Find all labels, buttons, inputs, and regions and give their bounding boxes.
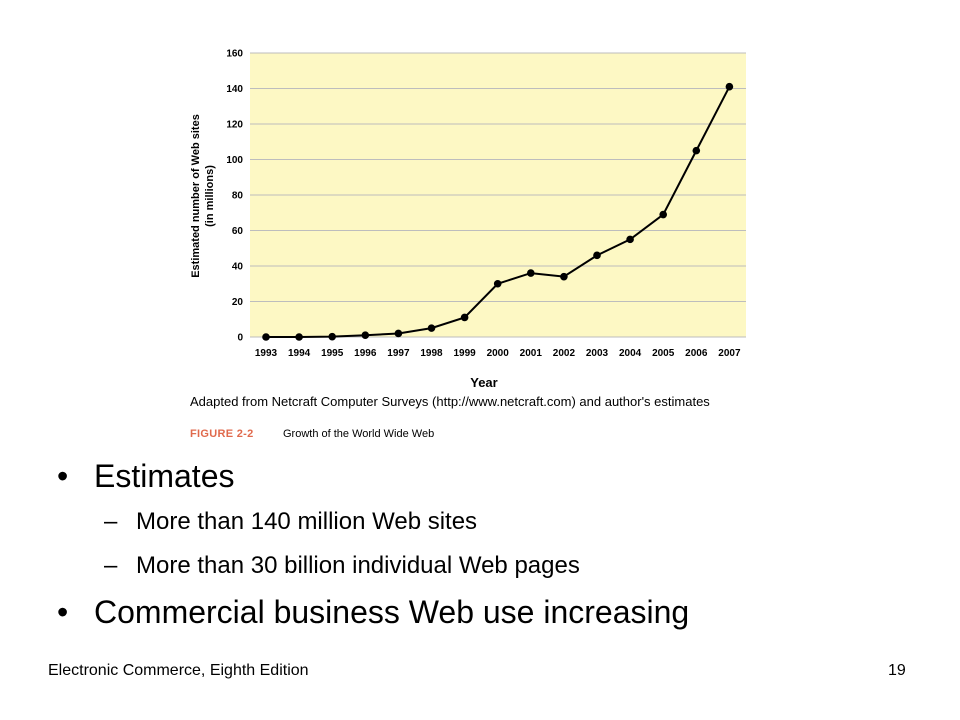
figure-source: Adapted from Netcraft Computer Surveys (… — [190, 394, 710, 409]
y-tick-label: 160 — [226, 49, 243, 60]
footer-book-title: Electronic Commerce, Eighth Edition — [48, 662, 309, 679]
data-point-2000 — [493, 279, 502, 288]
data-point-1993 — [262, 333, 270, 341]
x-tick-label: 2000 — [487, 348, 510, 359]
y-axis-ticks: 0 20 40 60 80 100 120 140 160 — [226, 49, 243, 344]
x-tick-label: 2007 — [718, 348, 741, 359]
sub-bullet-web-pages: – More than 30 billion individual Web pa… — [57, 544, 937, 588]
x-tick-label: 1995 — [321, 348, 344, 359]
x-tick-label: 2002 — [553, 348, 576, 359]
y-tick-label: 140 — [226, 84, 243, 95]
data-points — [262, 82, 734, 341]
data-point-2005 — [659, 210, 667, 219]
bullet-text: Commercial business Web use increasing — [94, 594, 690, 630]
bullet-dot: • — [57, 458, 69, 494]
x-tick-label: 1993 — [255, 348, 278, 359]
y-tick-label: 0 — [237, 333, 243, 344]
data-point-1995 — [328, 332, 337, 341]
y-tick-label: 40 — [232, 262, 244, 273]
bullet-list: • Estimates – More than 140 million Web … — [57, 452, 937, 636]
sub-bullet-text: More than 140 million Web sites — [136, 508, 478, 535]
data-point-2001 — [527, 269, 535, 277]
y-axis-label-line1: Estimated number of Web sites — [190, 114, 202, 278]
bullet-text: Estimates — [94, 458, 235, 494]
data-point-2007 — [725, 82, 734, 91]
sub-bullet-dash: – — [104, 552, 118, 579]
y-axis-label-line2: (in millions) — [204, 165, 216, 227]
sub-bullet-web-sites: – More than 140 million Web sites — [57, 500, 937, 544]
sub-bullet-text: More than 30 billion individual Web page… — [136, 552, 580, 579]
x-axis-ticks: 1993 1994 1995 1996 1997 1998 1999 2000 2001 2002… — [255, 348, 741, 359]
data-point-2004 — [626, 235, 634, 244]
bullet-dot: • — [57, 594, 69, 630]
x-tick-label: 1999 — [453, 348, 476, 359]
data-point-1994 — [295, 333, 303, 341]
data-point-1997 — [394, 329, 403, 338]
x-tick-label: 1998 — [420, 348, 443, 359]
sub-bullet-dash: – — [104, 508, 118, 535]
y-tick-label: 60 — [232, 226, 244, 237]
y-tick-label: 20 — [232, 297, 244, 308]
data-point-1998 — [427, 324, 436, 332]
footer-page-number: 19 — [888, 662, 906, 679]
bullet-commercial-use: • Commercial business Web use increasing — [57, 588, 937, 636]
data-point-2002 — [560, 272, 568, 281]
figure-caption: Growth of the World Wide Web — [283, 428, 434, 440]
figure-tag: FIGURE 2-2 — [190, 428, 254, 440]
data-point-1996 — [361, 331, 370, 340]
data-point-2006 — [692, 146, 701, 155]
x-tick-label: 2001 — [520, 348, 543, 359]
x-tick-label: 2004 — [619, 348, 642, 359]
y-tick-label: 80 — [232, 191, 244, 202]
x-tick-label: 2005 — [652, 348, 675, 359]
x-tick-label: 1997 — [387, 348, 410, 359]
bullet-estimates: • Estimates — [57, 452, 937, 500]
x-tick-label: 2006 — [685, 348, 708, 359]
data-point-2003 — [593, 251, 601, 260]
x-tick-label: 1996 — [354, 348, 377, 359]
x-axis-label: Year — [470, 375, 497, 390]
data-point-1999 — [460, 313, 469, 322]
x-tick-label: 2003 — [586, 348, 609, 359]
x-tick-label: 1994 — [288, 348, 311, 359]
y-tick-label: 100 — [226, 155, 243, 166]
y-tick-label: 120 — [226, 120, 243, 131]
